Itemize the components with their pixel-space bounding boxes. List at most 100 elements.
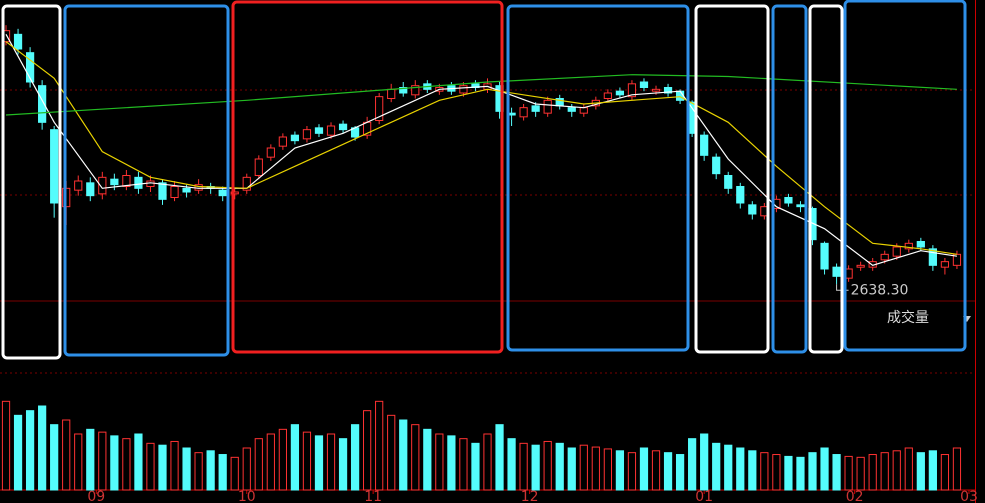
volume-bar <box>832 454 841 491</box>
volume-bar <box>86 428 95 491</box>
volume-bar <box>435 433 444 491</box>
volume-bar <box>158 444 167 491</box>
volume-bar <box>182 447 191 491</box>
plot: 09 10 11 12 01 02 03 2638.30 <box>1 25 978 503</box>
candle-body <box>856 264 865 268</box>
candle-body <box>98 176 107 195</box>
candle-body <box>13 33 23 50</box>
candle-body <box>796 204 805 208</box>
volume-bar <box>724 444 733 491</box>
candle-body <box>567 107 576 112</box>
candle-body <box>411 85 420 96</box>
volume-bar <box>904 447 913 491</box>
candle-body <box>952 253 962 266</box>
candle-body <box>748 204 757 215</box>
volume-bar <box>748 450 757 491</box>
highlight-boxes <box>1 0 967 360</box>
candle-body <box>820 242 829 270</box>
volume-label: 成交量 <box>887 309 929 326</box>
volume-bar <box>38 405 47 491</box>
volume-bar <box>290 424 300 491</box>
volume-bar <box>447 435 456 491</box>
candle-body <box>254 158 263 176</box>
volume-bar <box>856 456 865 491</box>
x-tick-label: 01 <box>695 489 713 503</box>
volume-bar <box>772 454 781 491</box>
volume-bar <box>411 424 420 491</box>
candle-body <box>928 248 937 266</box>
candle-body <box>603 92 612 99</box>
candle-body <box>579 107 588 114</box>
volume-bar <box>13 414 23 491</box>
volume-bar <box>363 410 372 491</box>
volume-bar <box>808 452 817 491</box>
candle-body <box>158 182 167 200</box>
ma-line <box>5 74 957 116</box>
highlight-box <box>694 4 770 354</box>
candle-body <box>182 187 191 193</box>
candle-body <box>230 191 239 195</box>
candle-body <box>736 186 745 204</box>
candle-body <box>904 242 913 250</box>
volume-bar <box>459 438 468 491</box>
volume-bar <box>928 450 937 491</box>
x-tick-label: 09 <box>87 489 105 503</box>
volume-bar <box>567 447 576 491</box>
volume-bar <box>736 447 745 491</box>
candle-body <box>712 156 721 175</box>
volume-bar <box>555 442 564 491</box>
volume-bar <box>543 440 552 491</box>
volume-bar <box>50 424 59 491</box>
candle-body <box>86 182 95 197</box>
highlight-box <box>63 4 230 357</box>
volume-bar <box>146 442 155 491</box>
volume-bar <box>399 419 408 491</box>
highlight-box <box>771 4 808 354</box>
candle-body <box>700 134 709 156</box>
volume-bar <box>230 456 239 491</box>
volume-bar <box>663 452 673 491</box>
x-tick-label: 03 <box>960 489 978 503</box>
candle-body <box>278 136 287 147</box>
volume-bar <box>796 456 805 491</box>
volume-bar <box>591 446 600 491</box>
volume-bar <box>194 452 203 491</box>
volume-bar <box>639 447 649 491</box>
volume-bar <box>423 428 432 491</box>
candle-body <box>940 261 950 268</box>
candle-body <box>387 88 396 100</box>
volume-bar <box>218 454 227 491</box>
candle-body <box>218 189 227 197</box>
candle-body <box>50 129 59 204</box>
candle-body <box>242 176 251 191</box>
volume-bar <box>603 448 612 491</box>
volume-bar <box>134 433 143 491</box>
candle-body <box>146 180 155 187</box>
candle-body <box>110 178 119 186</box>
candle-body <box>651 88 661 92</box>
candle-body <box>639 81 649 88</box>
volume-bar <box>507 438 516 491</box>
candle-body <box>314 127 324 134</box>
volume-bar <box>495 424 504 491</box>
candle-body <box>25 52 35 83</box>
candle-body <box>122 175 131 187</box>
volume-bar <box>868 454 877 491</box>
volume-bar <box>483 433 492 491</box>
volume-bar <box>98 431 107 491</box>
volume-bar <box>627 452 637 491</box>
volume-bar <box>170 440 179 491</box>
candle-body <box>459 85 468 94</box>
candle-body <box>290 134 300 142</box>
volume-bar <box>579 444 588 491</box>
volume-bar <box>700 433 709 491</box>
volume-bar <box>760 452 769 491</box>
highlight-box <box>843 0 967 352</box>
volume-bar <box>471 442 480 491</box>
volume-bar <box>266 433 275 491</box>
volume-bar <box>940 454 950 491</box>
volume-bar <box>880 452 889 491</box>
candle-body <box>302 129 312 140</box>
volume-bar <box>916 452 925 491</box>
